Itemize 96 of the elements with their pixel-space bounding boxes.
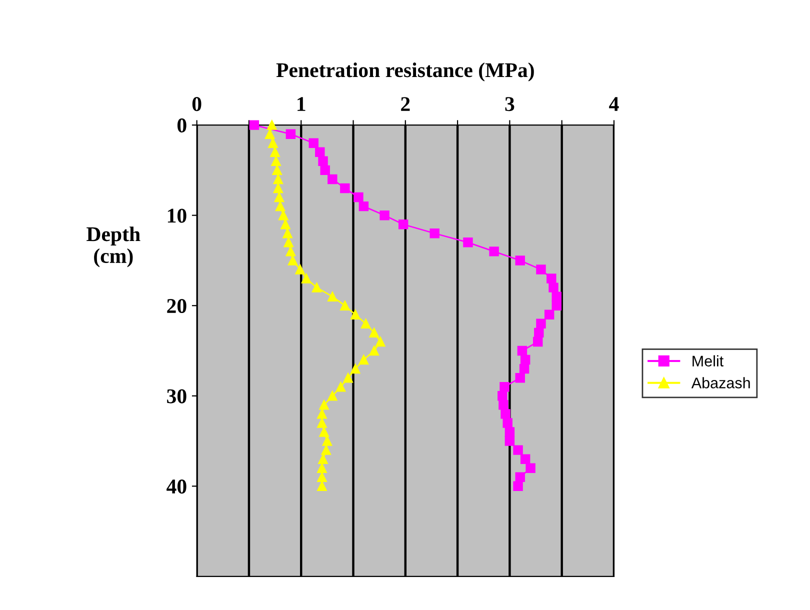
point [513, 445, 523, 455]
y-tick-label: 40 [166, 480, 186, 494]
point [520, 354, 530, 365]
point [308, 138, 318, 148]
point [273, 174, 284, 184]
point [354, 192, 364, 202]
point [504, 436, 515, 446]
point [350, 310, 360, 320]
point [463, 238, 473, 248]
point [502, 418, 512, 428]
y-tick-label: 10 [168, 208, 186, 223]
point [515, 256, 525, 266]
point [500, 409, 510, 419]
x-tick-label: 3 [505, 97, 514, 112]
point [546, 274, 556, 284]
point [264, 129, 275, 139]
legend-label: Melit [692, 355, 724, 366]
point [515, 472, 525, 482]
y-tick-label: 0 [177, 118, 186, 132]
point [274, 192, 284, 202]
point [318, 454, 328, 464]
point [249, 120, 260, 130]
point [536, 318, 546, 329]
point [317, 481, 327, 492]
point [504, 427, 515, 437]
point [358, 354, 369, 365]
point [336, 382, 346, 392]
x-axis-title: Penetration resistance (MPa) [276, 62, 534, 82]
point [282, 228, 292, 238]
point [273, 183, 284, 194]
point [340, 183, 350, 194]
point [526, 463, 536, 473]
x-tick-label: 1 [298, 97, 306, 111]
point [398, 219, 408, 230]
point [317, 463, 327, 473]
point [271, 156, 281, 166]
point [328, 292, 338, 302]
point [552, 292, 562, 302]
point [519, 364, 530, 374]
point [320, 165, 330, 176]
y-tick-label: 20 [167, 298, 186, 314]
point [275, 201, 286, 212]
point [301, 274, 312, 284]
point [369, 346, 379, 356]
point [350, 364, 360, 374]
point [520, 454, 530, 464]
point [489, 246, 499, 256]
point [534, 328, 544, 338]
point [498, 400, 508, 410]
point [315, 147, 325, 157]
point [498, 391, 508, 401]
point [500, 382, 510, 392]
point [318, 156, 328, 166]
point [295, 264, 305, 274]
point [286, 129, 296, 139]
x-tick-label: 0 [192, 97, 202, 112]
point [430, 228, 440, 238]
point [270, 147, 280, 157]
point [328, 391, 338, 401]
point [513, 481, 523, 492]
x-tick-label: 4 [609, 97, 619, 111]
point [321, 445, 332, 455]
point [317, 409, 327, 419]
point [548, 282, 558, 292]
y-axis-title: Depth (cm) [86, 226, 140, 268]
point [268, 138, 278, 148]
point [358, 201, 369, 212]
point [532, 336, 543, 347]
point [312, 282, 322, 292]
point [284, 238, 294, 248]
point [517, 346, 528, 356]
point [380, 210, 390, 220]
point [552, 300, 562, 310]
point [343, 372, 353, 383]
point [360, 318, 371, 329]
point [376, 336, 386, 347]
point [340, 300, 350, 310]
point [317, 472, 327, 482]
point [319, 400, 329, 410]
point [369, 328, 379, 338]
point [267, 120, 277, 130]
x-tick-label: 2 [401, 97, 410, 111]
point [319, 427, 329, 437]
point [278, 210, 288, 220]
point [322, 436, 332, 446]
point [536, 264, 546, 274]
point [544, 310, 554, 320]
point [280, 219, 290, 230]
y-tick-label: 30 [167, 389, 186, 404]
point [286, 246, 296, 256]
point [328, 174, 338, 184]
point [515, 372, 525, 383]
point [317, 418, 327, 428]
legend-label: Abazash [691, 377, 750, 388]
point [288, 256, 298, 266]
point [272, 165, 282, 176]
